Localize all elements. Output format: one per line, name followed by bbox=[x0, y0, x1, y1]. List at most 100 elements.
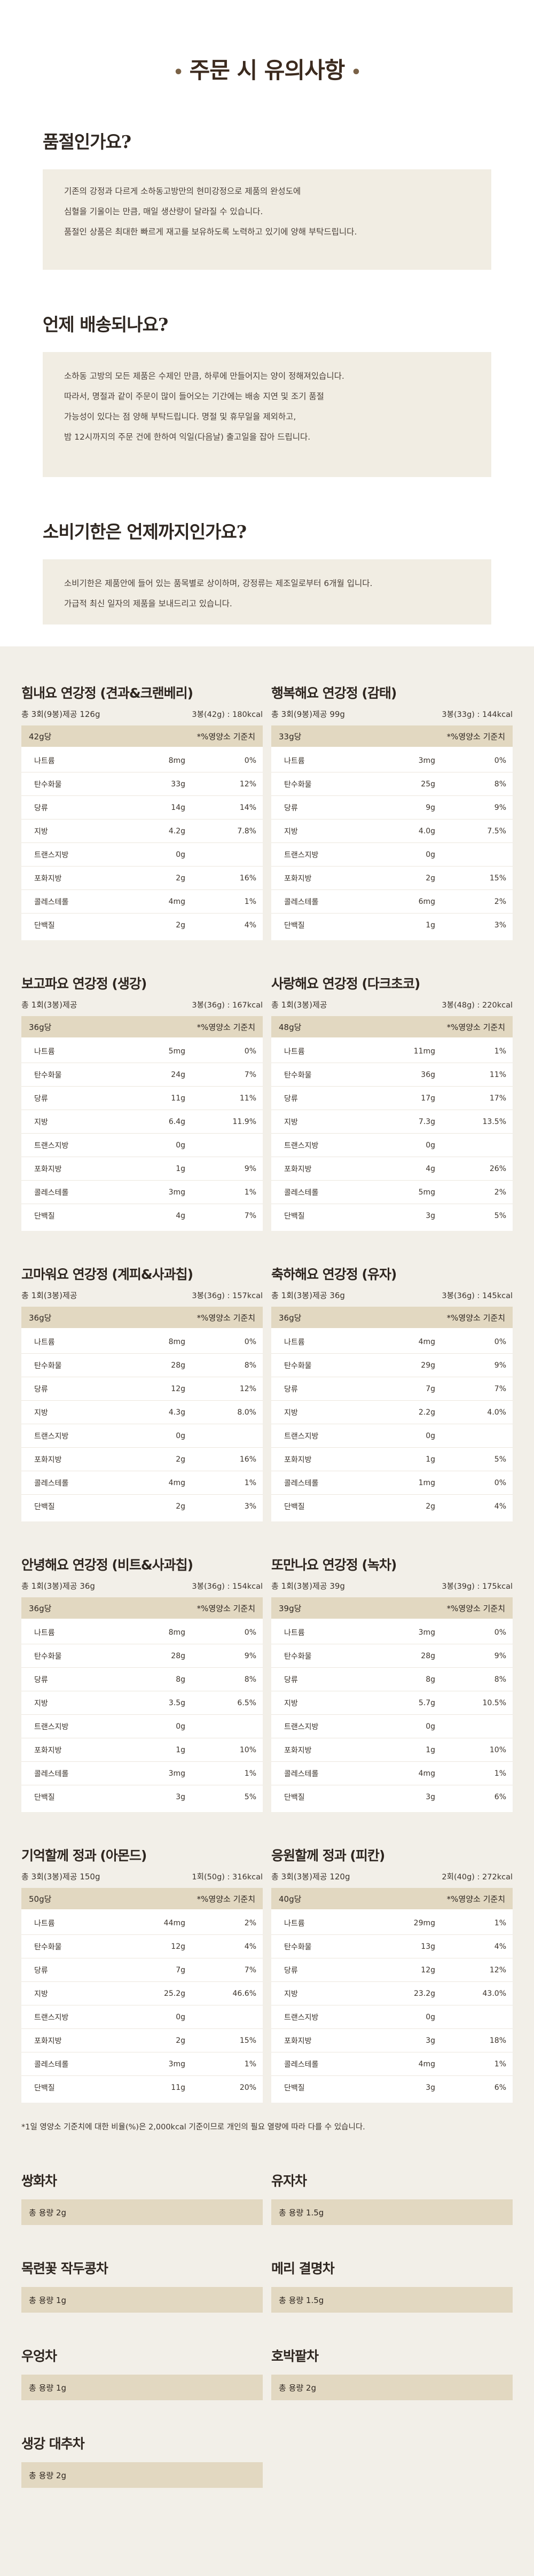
nutrition-row: 트랜스지방 0g bbox=[21, 1715, 263, 1738]
nutrient-name: 당류 bbox=[284, 1094, 298, 1103]
serving-info: 총 1회(3봉)제공 39g 3봉(39g) : 175kcal bbox=[271, 1577, 513, 1594]
nutrient-amount: 28g bbox=[171, 1651, 185, 1660]
nutrient-amount: 0g bbox=[426, 1722, 435, 1731]
nutrient-percent: 8% bbox=[494, 1675, 506, 1684]
serving-total: 총 3회(9봉)제공 99g bbox=[271, 709, 345, 719]
nutrition-row: 당류 12g 12% bbox=[21, 1377, 263, 1401]
nutrition-row: 콜레스테롤 3mg 1% bbox=[21, 2052, 263, 2076]
nutrient-name: 콜레스테롤 bbox=[284, 1769, 319, 1778]
nutrient-name: 트랜스지방 bbox=[284, 1432, 319, 1441]
nutrient-name: 트랜스지방 bbox=[34, 850, 69, 860]
nutrition-row: 콜레스테롤 4mg 1% bbox=[271, 2052, 513, 2076]
nutrient-percent: 6% bbox=[494, 1793, 506, 1801]
nutrition-table: 나트륨 3mg 0% 탄수화물 25g 8% 당류 9g 9% 지방 4.0g … bbox=[271, 747, 513, 940]
nutrition-row: 나트륨 3mg 0% bbox=[271, 749, 513, 772]
nutrient-amount: 1g bbox=[426, 1455, 435, 1464]
nutrient-amount: 29g bbox=[421, 1361, 435, 1370]
nutrition-card: 행복해요 연강정 (감태) 총 3회(9봉)제공 99g 3봉(33g) : 1… bbox=[271, 683, 513, 940]
nutrient-name: 포화지방 bbox=[34, 1746, 62, 1755]
nutrition-row: 콜레스테롤 4mg 1% bbox=[21, 890, 263, 914]
nutrition-row: 단백질 3g 6% bbox=[271, 1785, 513, 1809]
tea-weight: 총 용량 2g bbox=[279, 2383, 317, 2393]
nutrient-name: 트랜스지방 bbox=[34, 1722, 69, 1731]
nutrient-name: 탄수화물 bbox=[34, 1652, 62, 1661]
nutrient-amount: 0g bbox=[426, 1141, 435, 1150]
nutrient-name: 지방 bbox=[284, 1118, 298, 1127]
nutrient-percent: 4% bbox=[244, 1942, 256, 1951]
nutrient-amount: 28g bbox=[171, 1361, 185, 1370]
tea-name: 유자차 bbox=[271, 2173, 307, 2189]
nutrient-percent: 1% bbox=[494, 2059, 506, 2068]
daily-value-header: *%영양소 기준치 bbox=[446, 1894, 505, 1904]
nutrient-name: 단백질 bbox=[284, 1793, 305, 1802]
per-amount: 36g당 bbox=[29, 1313, 52, 1323]
serving-info: 총 3회(9봉)제공 126g 3봉(42g) : 180kcal bbox=[21, 705, 263, 722]
nutrient-percent: 9% bbox=[494, 803, 506, 812]
nutrition-row: 당류 12g 12% bbox=[271, 1958, 513, 1982]
nutrition-row: 나트륨 3mg 0% bbox=[271, 1621, 513, 1644]
serving-kcal: 3봉(36g) : 157kcal bbox=[192, 1291, 263, 1300]
nutrient-percent: 7% bbox=[494, 1384, 506, 1393]
nutrient-name: 탄수화물 bbox=[34, 1942, 62, 1951]
faq-soldout: 품절인가요? 기존의 강정과 다르게 소하동고방만의 현미강정으로 제품의 완성… bbox=[43, 128, 491, 270]
faq-question: 소비기한은 언제까지인가요? bbox=[43, 521, 247, 542]
nutrient-amount: 4mg bbox=[168, 1478, 185, 1487]
nutrient-name: 나트륨 bbox=[284, 1919, 305, 1928]
nutrient-name: 당류 bbox=[34, 1385, 48, 1394]
nutrition-row: 탄수화물 29g 9% bbox=[271, 1354, 513, 1377]
nutrition-row: 포화지방 2g 16% bbox=[21, 867, 263, 890]
nutrient-amount: 12g bbox=[171, 1384, 185, 1393]
nutrient-name: 콜레스테롤 bbox=[284, 2060, 319, 2069]
nutrient-name: 포화지방 bbox=[284, 1746, 312, 1755]
nutrient-percent: 16% bbox=[239, 873, 256, 883]
tea-weight-box: 총 용량 1.5g bbox=[271, 2287, 513, 2313]
nutrient-name: 탄수화물 bbox=[284, 1652, 312, 1661]
nutrient-amount: 9g bbox=[426, 803, 435, 812]
tea-weight-box: 총 용량 1g bbox=[21, 2287, 263, 2313]
nutrient-percent: 4% bbox=[494, 1502, 506, 1511]
nutrient-name: 트랜스지방 bbox=[284, 1141, 319, 1150]
faq-question: 언제 배송되나요? bbox=[43, 314, 168, 335]
faq-answer-line: 심혈을 기울이는 만큼, 매일 생산량이 달라질 수 있습니다. bbox=[64, 207, 263, 216]
nutrient-amount: 8g bbox=[176, 1675, 185, 1684]
nutrition-table: 나트륨 29mg 1% 탄수화물 13g 4% 당류 12g 12% 지방 23… bbox=[271, 1909, 513, 2103]
nutrition-row: 콜레스테롤 6mg 2% bbox=[271, 890, 513, 914]
nutrient-amount: 24g bbox=[171, 1070, 185, 1079]
nutrient-amount: 3g bbox=[426, 1212, 435, 1220]
nutrition-table-header: 48g당 *%영양소 기준치 bbox=[271, 1016, 513, 1037]
nutrient-percent: 11% bbox=[239, 1094, 256, 1103]
nutrient-name: 포화지방 bbox=[34, 2036, 62, 2046]
faq-answer-box: 소하동 고방의 모든 제품은 수제인 만큼, 하루에 만들어지는 양이 정해져있… bbox=[43, 352, 491, 477]
nutrient-amount: 7g bbox=[426, 1384, 435, 1393]
nutrient-amount: 11g bbox=[171, 1094, 185, 1103]
nutrient-amount: 4mg bbox=[418, 1769, 435, 1778]
nutrient-name: 트랜스지방 bbox=[284, 850, 319, 860]
nutrient-amount: 11mg bbox=[413, 1047, 435, 1056]
product-name: 고마워요 연강정 (계피&사과칩) bbox=[21, 1267, 193, 1282]
nutrient-name: 콜레스테롤 bbox=[34, 897, 69, 907]
nutrient-amount: 3mg bbox=[168, 1188, 185, 1197]
nutrient-name: 트랜스지방 bbox=[284, 2013, 319, 2022]
nutrient-name: 단백질 bbox=[34, 1212, 55, 1221]
nutrition-footnote: *1일 영양소 기준치에 대한 비율(%)은 2,000kcal 기준이므로 개… bbox=[21, 2123, 365, 2132]
nutrient-amount: 4mg bbox=[418, 1337, 435, 1346]
nutrient-amount: 0g bbox=[176, 1431, 185, 1440]
nutrient-amount: 6.4g bbox=[168, 1117, 185, 1126]
nutrient-percent: 11% bbox=[489, 1070, 506, 1079]
nutrition-row: 콜레스테롤 4mg 1% bbox=[21, 1471, 263, 1495]
nutrition-row: 나트륨 29mg 1% bbox=[271, 1911, 513, 1935]
nutrition-table: 나트륨 8mg 0% 탄수화물 28g 8% 당류 12g 12% 지방 4.3… bbox=[21, 1328, 263, 1521]
nutrient-amount: 1g bbox=[176, 1164, 185, 1173]
nutrient-name: 당류 bbox=[34, 1966, 48, 1975]
nutrient-name: 나트륨 bbox=[34, 1338, 55, 1347]
nutrient-percent: 9% bbox=[244, 1651, 256, 1660]
per-amount: 48g당 bbox=[279, 1022, 302, 1032]
nutrient-name: 포화지방 bbox=[34, 874, 62, 883]
nutrition-table: 나트륨 11mg 1% 탄수화물 36g 11% 당류 17g 17% 지방 7… bbox=[271, 1037, 513, 1231]
nutrition-row: 지방 4.3g 8.0% bbox=[21, 1401, 263, 1424]
nutrient-percent: 1% bbox=[494, 1918, 506, 1927]
nutrition-row: 트랜스지방 0g bbox=[21, 2005, 263, 2029]
tea-item: 생강 대추차 총 용량 2g bbox=[21, 2433, 263, 2488]
nutrition-card: 응원할께 정과 (피칸) 총 3회(3봉)제공 120g 2회(40g) : 2… bbox=[271, 1845, 513, 2103]
nutrition-row: 포화지방 1g 5% bbox=[271, 1448, 513, 1471]
